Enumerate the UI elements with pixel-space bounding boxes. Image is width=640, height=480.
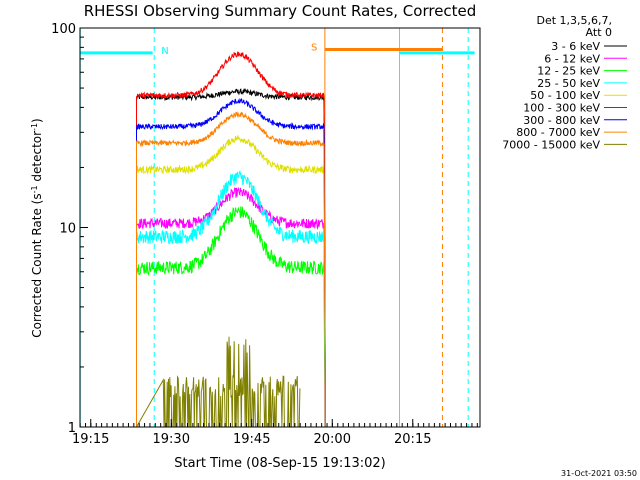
- legend-header-0: Det 1,3,5,6,7,: [536, 14, 612, 27]
- legend-label-8: 7000 - 15000 keV: [502, 138, 600, 151]
- chart-title: RHESSI Observing Summary Count Rates, Co…: [84, 2, 477, 20]
- series-lines: [136, 51, 326, 428]
- series-line-6: [136, 97, 326, 428]
- y-axis-label-superscript-2: -1: [30, 123, 39, 131]
- x-tick-label-3: 20:00: [314, 432, 351, 447]
- x-tick-label-1: 19:30: [153, 432, 190, 447]
- y-axis-label-superscript-1: -1: [30, 185, 39, 193]
- y-tick-label-1: 10: [59, 222, 76, 237]
- legend-label-4: 50 - 100 keV: [530, 89, 600, 102]
- legend-label-6: 300 - 800 keV: [523, 114, 600, 127]
- flag-label-0: N: [161, 46, 168, 57]
- flag-label-1: S: [311, 43, 317, 54]
- series-line-1: [136, 187, 326, 428]
- y-tick-label-2: 100: [51, 22, 76, 37]
- legend-label-7: 800 - 7000 keV: [516, 126, 600, 139]
- legend-header-1: Att 0: [586, 26, 612, 39]
- legend-label-5: 100 - 300 keV: [523, 102, 600, 115]
- series-line-2: [136, 206, 326, 428]
- series-line-5: [136, 51, 326, 428]
- series-line-7: [136, 111, 326, 428]
- generation-timestamp: 31-Oct-2021 03:50: [561, 469, 637, 478]
- y-axis-label-main: Corrected Count Rate (s: [30, 193, 44, 337]
- series-line-3: [136, 170, 326, 428]
- legend-label-2: 12 - 25 keV: [537, 65, 600, 78]
- legend-label-1: 6 - 12 keV: [544, 52, 600, 65]
- series-line-8: [136, 336, 301, 428]
- y-tick-label-0: 1: [68, 421, 76, 436]
- x-tick-label-0: 19:15: [72, 432, 109, 447]
- series-line-4: [136, 134, 326, 428]
- legend-label-3: 25 - 50 keV: [537, 77, 600, 90]
- y-axis-label: Corrected Count Rate (s-1 detector-1): [30, 118, 45, 337]
- y-axis-label-end: ): [30, 118, 44, 123]
- legend-label-0: 3 - 6 keV: [551, 40, 600, 53]
- y-axis-label-mid: detector: [30, 131, 44, 186]
- x-axis-label: Start Time (08-Sep-15 19:13:02): [174, 456, 385, 471]
- x-tick-label-2: 19:45: [233, 432, 270, 447]
- x-tick-label-4: 20:15: [394, 432, 431, 447]
- axes: 19:15 19:30 19:45 20:00 20:15 1 10 100: [51, 22, 478, 447]
